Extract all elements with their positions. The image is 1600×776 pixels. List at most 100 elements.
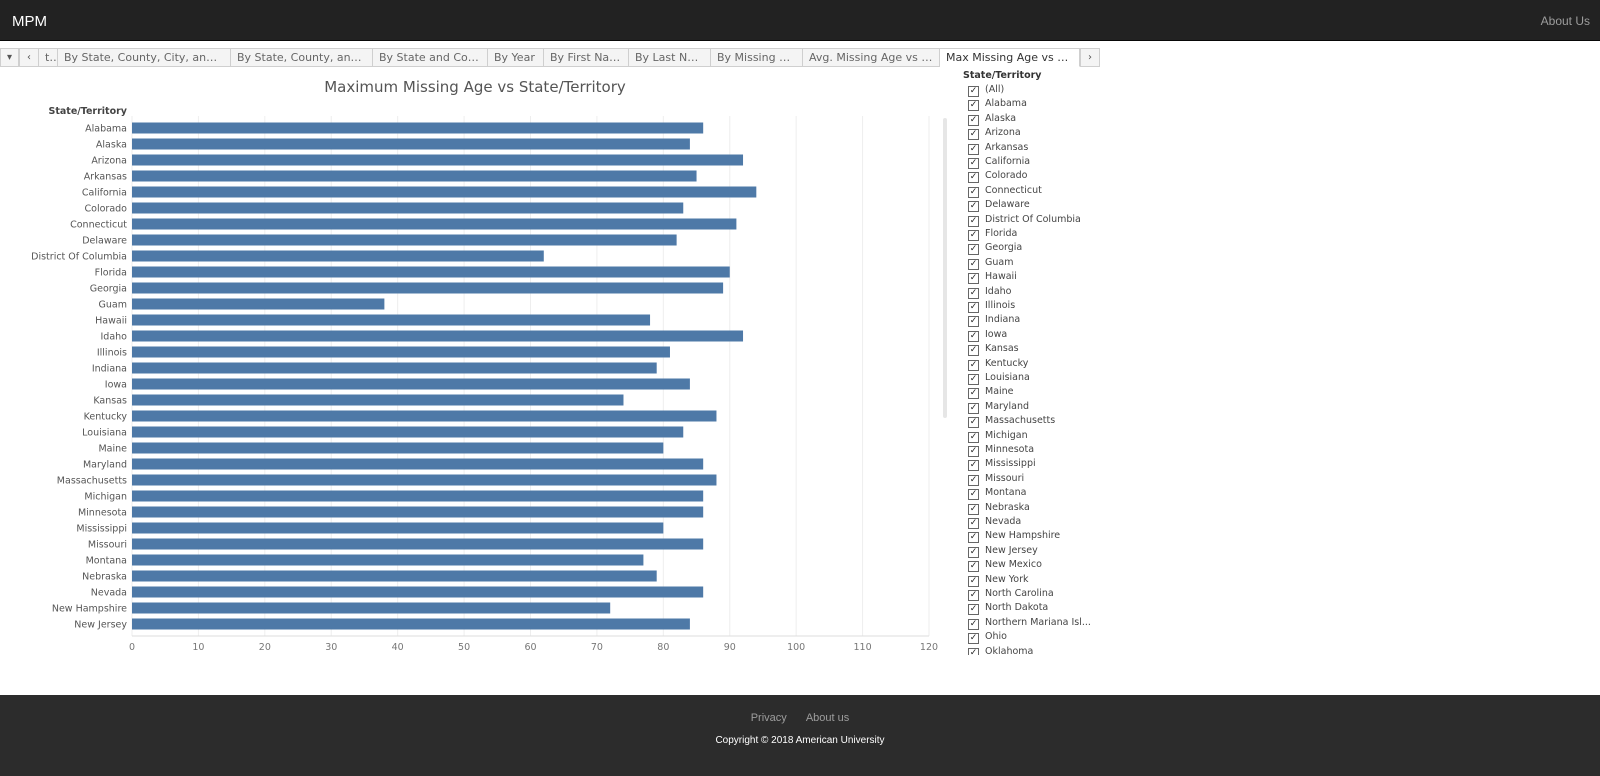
checkbox-checked-icon[interactable]: ✓ — [968, 417, 979, 429]
tab-item[interactable]: By Year — [488, 48, 544, 67]
about-us-link[interactable]: About Us — [1540, 14, 1590, 28]
filter-item[interactable]: ✓ Illinois — [968, 299, 1015, 313]
checkbox-checked-icon[interactable]: ✓ — [968, 258, 979, 270]
filter-item[interactable]: ✓ District Of Columbia — [968, 213, 1081, 227]
checkbox-checked-icon[interactable]: ✓ — [968, 287, 979, 299]
checkbox-checked-icon[interactable]: ✓ — [968, 172, 979, 184]
filter-item[interactable]: ✓ Connecticut — [968, 184, 1042, 198]
filter-item[interactable]: ✓ Colorado — [968, 169, 1027, 184]
tab-item[interactable]: By Last Name — [629, 48, 711, 67]
checkbox-checked-icon[interactable]: ✓ — [968, 359, 979, 371]
checkbox-checked-icon[interactable]: ✓ — [968, 201, 979, 213]
checkbox-checked-icon[interactable]: ✓ — [968, 561, 979, 573]
checkbox-checked-icon[interactable]: ✓ — [968, 143, 979, 155]
checkbox-checked-icon[interactable]: ✓ — [968, 618, 979, 630]
filter-item[interactable]: ✓ Hawaii — [968, 270, 1017, 285]
filter-item[interactable]: ✓ Alabama — [968, 97, 1027, 112]
checkbox-checked-icon[interactable]: ✓ — [968, 518, 979, 529]
filter-item[interactable]: ✓ Delaware — [968, 198, 1030, 213]
filter-item[interactable]: ✓ Michigan — [968, 429, 1028, 443]
checkbox-checked-icon[interactable]: ✓ — [968, 273, 979, 285]
tab-item[interactable]: By State and County — [373, 48, 488, 67]
filter-item[interactable]: ✓ Minnesota — [968, 443, 1034, 457]
filter-item[interactable]: ✓ Idaho — [968, 285, 1012, 299]
tab-item[interactable]: By State, County, and City — [231, 48, 373, 67]
filter-item[interactable]: ✓ Georgia — [968, 241, 1022, 256]
tab-item[interactable]: Max Missing Age vs State — [940, 48, 1080, 67]
filter-item-label: Massachusetts — [985, 415, 1056, 427]
privacy-link[interactable]: Privacy — [750, 712, 787, 724]
filter-item[interactable]: ✓ California — [968, 155, 1030, 169]
filter-item[interactable]: ✓ Oklahoma — [968, 645, 1033, 655]
checkbox-checked-icon[interactable]: ✓ — [968, 388, 979, 400]
tab-menu-button[interactable]: ▾ — [0, 48, 19, 67]
filter-item[interactable]: ✓ Maryland — [968, 400, 1029, 414]
checkbox-checked-icon[interactable]: ✓ — [968, 402, 979, 414]
checkbox-checked-icon[interactable]: ✓ — [968, 532, 979, 544]
filter-item[interactable]: ✓ Kansas — [968, 342, 1019, 357]
tab-item[interactable]: By First Name — [544, 48, 629, 67]
tab-item[interactable]: By Missing Age — [711, 48, 803, 67]
checkbox-checked-icon[interactable]: ✓ — [968, 374, 979, 385]
filter-item[interactable]: ✓ New Mexico — [968, 558, 1042, 573]
filter-item[interactable]: ✓ Mississippi — [968, 457, 1036, 472]
checkbox-checked-icon[interactable]: ✓ — [968, 330, 979, 342]
checkbox-checked-icon[interactable]: ✓ — [968, 431, 979, 443]
checkbox-checked-icon[interactable]: ✓ — [968, 460, 979, 472]
filter-item[interactable]: ✓ Montana — [968, 486, 1026, 501]
footer-about-link[interactable]: About us — [805, 712, 850, 724]
filter-item[interactable]: ✓ New Hampshire — [968, 529, 1060, 544]
checkbox-checked-icon[interactable]: ✓ — [968, 345, 979, 357]
checkbox-checked-icon[interactable]: ✓ — [968, 114, 979, 126]
filter-item[interactable]: ✓ Iowa — [968, 328, 1007, 342]
filter-item[interactable]: ✓ Nebraska — [968, 501, 1030, 515]
checkbox-checked-icon[interactable]: ✓ — [968, 186, 979, 198]
filter-item[interactable]: ✓ Florida — [968, 227, 1017, 241]
filter-item[interactable]: ✓ North Dakota — [968, 601, 1048, 616]
filter-item[interactable]: ✓ North Carolina — [968, 587, 1054, 601]
tab-item[interactable]: By State, County, City, and Ge... — [58, 48, 231, 67]
brand-link[interactable]: MPM — [12, 13, 47, 30]
checkbox-checked-icon[interactable]: ✓ — [968, 129, 979, 141]
checkbox-checked-icon[interactable]: ✓ — [968, 230, 979, 241]
filter-item[interactable]: ✓ Massachusetts — [968, 414, 1056, 429]
checkbox-checked-icon[interactable]: ✓ — [968, 302, 979, 313]
tab-scroll-right-button[interactable]: › — [1080, 48, 1100, 67]
checkbox-checked-icon[interactable]: ✓ — [968, 647, 979, 655]
checkbox-checked-icon[interactable]: ✓ — [968, 446, 979, 457]
checkbox-checked-icon[interactable]: ✓ — [968, 474, 979, 486]
filter-item[interactable]: ✓ New Jersey — [968, 544, 1038, 558]
filter-item[interactable]: ✓ (All) — [968, 83, 1004, 97]
checkbox-checked-icon[interactable]: ✓ — [968, 244, 979, 256]
checkbox-checked-icon[interactable]: ✓ — [968, 86, 979, 97]
checkbox-checked-icon[interactable]: ✓ — [968, 158, 979, 169]
x-tick-label: 30 — [325, 642, 337, 653]
checkbox-checked-icon[interactable]: ✓ — [968, 633, 979, 645]
filter-item[interactable]: ✓ Northern Mariana Isl... — [968, 616, 1091, 630]
filter-item[interactable]: ✓ Arkansas — [968, 141, 1028, 155]
filter-item[interactable]: ✓ Indiana — [968, 313, 1020, 328]
filter-item[interactable]: ✓ Ohio — [968, 630, 1007, 645]
checkbox-checked-icon[interactable]: ✓ — [968, 590, 979, 601]
filter-item[interactable]: ✓ Kentucky — [968, 357, 1028, 371]
filter-item[interactable]: ✓ Guam — [968, 256, 1013, 270]
checkbox-checked-icon[interactable]: ✓ — [968, 503, 979, 515]
filter-item[interactable]: ✓ Alaska — [968, 112, 1016, 126]
filter-item[interactable]: ✓ Nevada — [968, 515, 1021, 529]
filter-item[interactable]: ✓ Maine — [968, 385, 1014, 400]
checkbox-checked-icon[interactable]: ✓ — [968, 316, 979, 328]
checkbox-checked-icon[interactable]: ✓ — [968, 489, 979, 501]
filter-item[interactable]: ✓ Missouri — [968, 472, 1024, 486]
bar — [132, 602, 611, 614]
checkbox-checked-icon[interactable]: ✓ — [968, 604, 979, 616]
tab-item[interactable]: Avg. Missing Age vs State — [803, 48, 940, 67]
checkbox-checked-icon[interactable]: ✓ — [968, 546, 979, 558]
checkbox-checked-icon[interactable]: ✓ — [968, 575, 979, 587]
tab-scroll-left-button[interactable]: ‹ — [19, 48, 39, 67]
checkbox-checked-icon[interactable]: ✓ — [968, 215, 979, 227]
filter-item[interactable]: ✓ New York — [968, 573, 1029, 587]
filter-item[interactable]: ✓ Louisiana — [968, 371, 1030, 385]
filter-item[interactable]: ✓ Arizona — [968, 126, 1021, 141]
checkbox-checked-icon[interactable]: ✓ — [968, 100, 979, 112]
tab-item[interactable]: te — [39, 48, 58, 67]
